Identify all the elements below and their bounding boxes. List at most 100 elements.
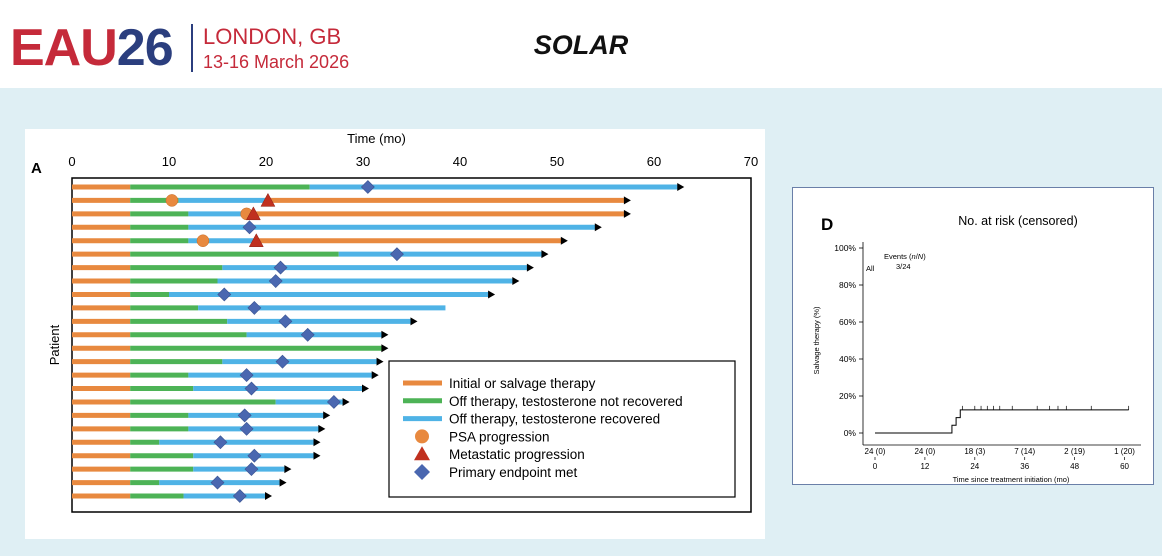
x-tick-label: 50	[550, 154, 564, 169]
risk-count: 7 (14)	[1014, 447, 1035, 456]
endpoint-marker	[390, 247, 404, 262]
ongoing-arrow	[342, 397, 350, 406]
legend-label: Off therapy, testosterone recovered	[449, 412, 660, 427]
y-axis-title: Patient	[47, 324, 62, 365]
x-tick-label: 0	[68, 154, 75, 169]
risk-count: 2 (19)	[1064, 447, 1085, 456]
legend-label: PSA progression	[449, 429, 550, 444]
y-axis-title: Salvage therapy (%)	[812, 306, 821, 374]
events-header-part: /	[916, 252, 919, 261]
ongoing-arrow	[313, 451, 321, 460]
logo-dates: 13-16 March 2026	[203, 52, 350, 72]
ongoing-arrow	[512, 277, 520, 286]
endpoint-marker	[239, 421, 254, 436]
logo-divider	[191, 24, 193, 72]
x-tick-label: 30	[356, 154, 370, 169]
risk-count: 18 (3)	[964, 447, 985, 456]
swimmer-chart: A Time (mo) 0 10 20 30 40 50 60 70 Patient Initial …	[31, 131, 758, 513]
endpoint-marker	[239, 368, 254, 383]
ongoing-arrow	[594, 223, 602, 232]
endpoint-marker	[237, 408, 252, 423]
panel-label: D	[821, 215, 833, 234]
ongoing-arrow	[410, 317, 418, 326]
ongoing-arrow	[376, 357, 384, 366]
ongoing-arrow	[284, 465, 292, 474]
x-tick-label: 24	[970, 462, 979, 471]
ongoing-arrow	[526, 263, 534, 272]
legend-endpoint-marker	[414, 464, 430, 480]
x-tick-label: 70	[744, 154, 758, 169]
x-tick-label: 60	[1120, 462, 1129, 471]
ongoing-arrow	[323, 411, 331, 420]
slide-header: EAU26 LONDON, GB 13-16 March 2026 SOLAR	[0, 0, 1162, 88]
logo-eau-text: EAU	[10, 19, 118, 77]
panel-a: A Time (mo) 0 10 20 30 40 50 60 70 Patient Initial …	[25, 129, 765, 539]
y-tick-label: 20%	[839, 391, 856, 401]
x-tick-label: 10	[162, 154, 176, 169]
endpoint-marker	[247, 300, 262, 315]
km-chart: D No. at risk (censored) 0% 20% 40% 60% 80% 100…	[812, 214, 1141, 484]
psa-marker	[165, 194, 179, 207]
ongoing-arrow	[371, 371, 379, 380]
x-tick-label: 40	[453, 154, 467, 169]
ongoing-arrow	[381, 344, 389, 353]
ongoing-arrow	[265, 492, 272, 500]
endpoint-marker	[213, 435, 228, 450]
endpoint-marker	[275, 354, 290, 369]
legend-psa-marker	[415, 429, 429, 444]
logo-city: LONDON, GB	[203, 24, 342, 49]
endpoint-marker	[244, 462, 259, 477]
y-tick-label: 80%	[839, 280, 856, 290]
y-tick-label: 60%	[839, 317, 856, 327]
x-tick-label: 48	[1070, 462, 1079, 471]
ongoing-arrow	[488, 290, 496, 299]
plot-frame	[71, 177, 752, 513]
events-header-part: N	[918, 252, 924, 261]
risk-count: 24 (0)	[865, 447, 886, 456]
step-curve	[875, 409, 1129, 434]
panel-d: D No. at risk (censored) 0% 20% 40% 60% 80% 100…	[792, 187, 1154, 485]
risk-count: 24 (0)	[914, 447, 935, 456]
chart-title: No. at risk (censored)	[958, 214, 1077, 228]
ongoing-arrow	[541, 250, 549, 259]
ongoing-arrow	[362, 384, 369, 393]
endpoint-marker	[247, 448, 262, 463]
legend-label: Metastatic progression	[449, 447, 585, 462]
endpoint-marker	[326, 395, 341, 409]
endpoint-marker	[244, 381, 259, 396]
x-axis-title: Time since treatment initiation (mo)	[953, 475, 1070, 484]
x-tick-label: 36	[1020, 462, 1029, 471]
ongoing-arrow	[623, 196, 631, 205]
ongoing-arrow	[381, 330, 389, 339]
metastatic-marker	[248, 233, 264, 247]
endpoint-marker	[232, 489, 247, 503]
endpoint-marker	[242, 220, 257, 235]
endpoint-marker	[360, 180, 375, 194]
legend-label: Initial or salvage therapy	[449, 376, 596, 391]
risk-count: 1 (20)	[1114, 447, 1135, 456]
endpoint-marker	[268, 274, 283, 288]
psa-marker	[196, 234, 210, 247]
chart-legend: Initial or salvage therapy Off therapy, t…	[388, 360, 736, 498]
events-header-part: )	[923, 252, 926, 261]
panel-label: A	[31, 160, 42, 177]
legend-metastatic-marker	[414, 446, 430, 461]
x-axis-title: Time (mo)	[347, 131, 406, 146]
logo-year-text: 26	[116, 19, 174, 77]
slide-title: SOLAR	[533, 30, 629, 60]
ongoing-arrow	[560, 236, 568, 245]
x-tick-label: 60	[647, 154, 661, 169]
ongoing-arrow	[318, 424, 326, 433]
events-header-part: n	[912, 252, 916, 261]
legend-label: Off therapy, testosterone not recovered	[449, 394, 683, 409]
events-header: Events (n/N)	[884, 252, 926, 261]
y-tick-label: 0%	[844, 428, 857, 438]
metastatic-marker	[260, 192, 276, 207]
y-tick-label: 40%	[839, 354, 856, 364]
group-label: All	[866, 264, 875, 273]
legend-label: Primary endpoint met	[449, 465, 578, 480]
x-tick-label: 12	[920, 462, 929, 471]
x-tick-label: 0	[873, 462, 878, 471]
legend-box	[388, 360, 736, 498]
eau-logo: EAU26	[10, 19, 174, 77]
